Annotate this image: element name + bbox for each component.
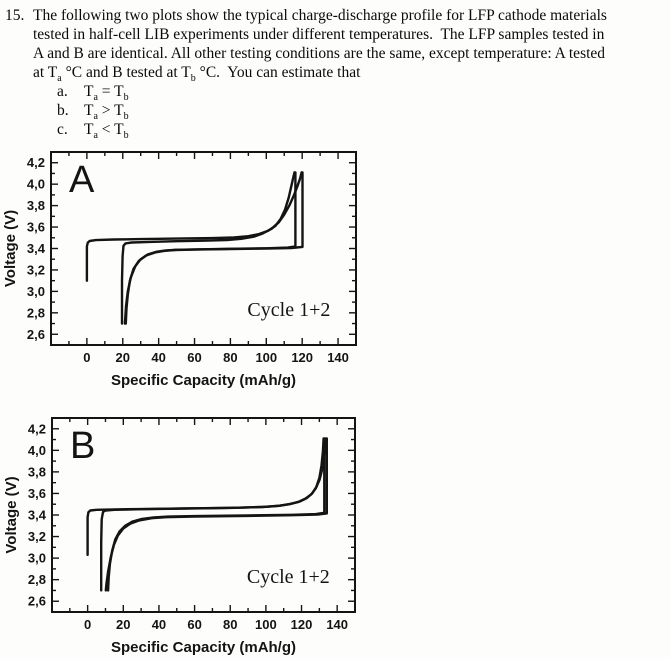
text-segment: > T (97, 102, 124, 119)
x-tick-label: 140 (327, 350, 349, 365)
y-tick-label: 3,8 (27, 198, 45, 213)
text-segment: °C and B tested at T (61, 64, 191, 81)
x-axis-title: Specific Capacity (mAh/g) (111, 372, 296, 389)
y-axis-title: Voltage (V) (2, 210, 19, 287)
series-cycle2-charge (120, 171, 303, 325)
x-tick-label: 120 (291, 617, 313, 632)
plot-frame (50, 151, 357, 346)
subscript: a (93, 111, 98, 123)
text-segment: < T (97, 121, 124, 138)
y-tick-label: 4,2 (27, 155, 45, 170)
x-tick-label: 140 (326, 617, 348, 632)
x-tick-label: 80 (223, 350, 237, 365)
series-cycle1-charge (86, 437, 325, 557)
text-segment: The following two plots show the typical… (33, 7, 607, 24)
answer-option-b: b. Ta > Tb (57, 101, 669, 123)
y-tick-label: 2,6 (27, 327, 45, 342)
question-line-3: A and B are identical. All other testing… (5, 44, 669, 63)
x-tick-label: 0 (84, 617, 91, 632)
x-tick-label: 100 (255, 617, 277, 632)
y-tick-label: 3,0 (28, 551, 46, 566)
x-tick-label: 60 (187, 617, 201, 632)
y-tick-label: 3,4 (28, 508, 47, 523)
cycle-annotation: Cycle 1+2 (247, 566, 330, 588)
y-tick-label: 3,4 (27, 241, 46, 256)
question-text: The following two plots show the typical… (33, 7, 607, 24)
y-tick-label: 2,8 (28, 572, 46, 587)
question-number: 15. (5, 7, 25, 24)
text-segment: tested in half-cell LIB experiments unde… (33, 26, 605, 43)
subscript: b (123, 111, 129, 123)
x-tick-label: 40 (152, 617, 166, 632)
y-tick-label: 3,2 (27, 262, 45, 277)
subscript: a (57, 73, 62, 85)
text-segment: °C. You can estimate that (195, 64, 361, 81)
x-tick-label: 120 (291, 350, 313, 365)
y-tick-label: 4,0 (27, 177, 45, 192)
text-segment: A and B are identical. All other testing… (33, 45, 606, 62)
question-line-2: tested in half-cell LIB experiments unde… (5, 25, 669, 44)
y-tick-label: 3,2 (28, 529, 46, 544)
option-text-a: Ta = Tb (84, 82, 129, 104)
y-axis-title: Voltage (V) (3, 476, 20, 553)
series-cycle2-discharge (104, 437, 328, 592)
question-line-1: 15. The following two plots show the typi… (5, 6, 669, 25)
x-tick-label: 40 (151, 350, 165, 365)
y-tick-label: 2,8 (27, 305, 45, 320)
text-segment: T (84, 121, 94, 138)
x-tick-label: 20 (116, 350, 130, 365)
option-text-c: Ta < Tb (84, 120, 129, 142)
option-text-b: Ta > Tb (84, 101, 129, 123)
text-segment: T (84, 102, 94, 119)
subscript: a (93, 130, 98, 142)
x-axis-title: Specific Capacity (mAh/g) (111, 639, 296, 656)
answer-option-a: a. Ta = Tb (57, 82, 669, 104)
text-segment: at T (33, 64, 58, 81)
x-tick-label: 60 (187, 350, 201, 365)
answer-option-c: c. Ta < Tb (57, 120, 669, 142)
question-block: 15. The following two plots show the typi… (5, 6, 669, 142)
panel-label: B (70, 425, 95, 467)
plot-frame (51, 417, 356, 613)
text-segment: = T (97, 83, 124, 100)
x-tick-label: 100 (255, 350, 277, 365)
option-label-b: b. (57, 102, 69, 119)
x-tick-label: 80 (223, 617, 237, 632)
series-cycle2-charge (100, 437, 327, 592)
y-tick-label: 4,0 (28, 443, 46, 458)
chart-A: 0 20 40 60 80 100 120 140 2,6 2,8 3,0 3,2 3,4 3,6 3,8 4… (2, 151, 357, 389)
y-tick-label: 4,2 (28, 421, 46, 436)
subscript: b (123, 92, 129, 104)
subscript: b (190, 73, 196, 85)
series-cycle2-discharge (124, 171, 304, 325)
cycle-annotation: Cycle 1+2 (247, 299, 330, 321)
subscript: b (123, 130, 129, 142)
option-label-c: c. (57, 121, 68, 138)
x-tick-label: 0 (83, 350, 90, 365)
panel-label: A (69, 159, 95, 201)
chart-B: 0 20 40 60 80 100 120 140 2,6 2,8 3,0 3,2 3,4 3,6 3,8 4… (3, 417, 356, 656)
y-tick-label: 3,6 (27, 220, 45, 235)
question-line-4: at Ta °C and B tested at Tb °C. You can … (5, 63, 669, 85)
option-label-a: a. (57, 83, 68, 100)
series-cycle1-charge (85, 171, 296, 282)
x-tick-label: 20 (116, 617, 130, 632)
subscript: a (93, 92, 98, 104)
y-tick-label: 3,0 (27, 284, 45, 299)
y-tick-label: 3,6 (28, 486, 46, 501)
y-tick-label: 2,6 (28, 594, 46, 609)
text-segment: T (84, 83, 94, 100)
y-tick-label: 3,8 (28, 464, 46, 479)
